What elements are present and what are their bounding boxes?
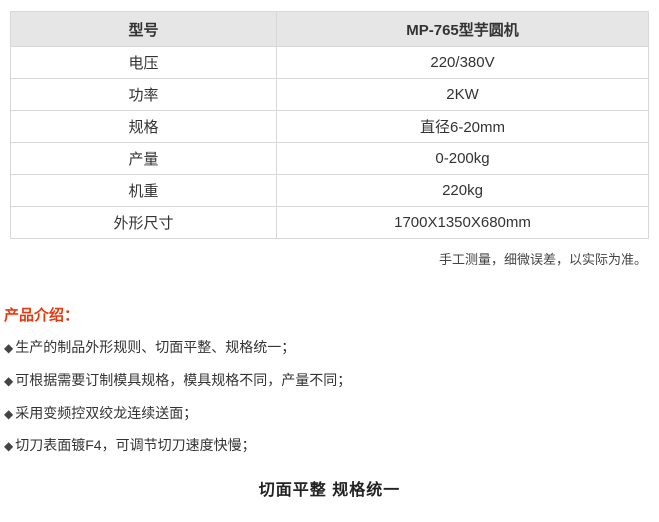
row-value: 0-200kg bbox=[276, 142, 649, 175]
row-value: 1700X1350X680mm bbox=[276, 206, 649, 239]
table-row: 规格 直径6-20mm bbox=[10, 110, 649, 143]
row-label: 产量 bbox=[10, 142, 277, 175]
row-label: 规格 bbox=[10, 110, 277, 143]
row-value: 2KW bbox=[276, 78, 649, 111]
table-row: 功率 2KW bbox=[10, 78, 649, 111]
row-label: 电压 bbox=[10, 46, 277, 79]
section-title-product-intro: 产品介绍： bbox=[4, 307, 80, 324]
row-label: 外形尺寸 bbox=[10, 206, 277, 239]
list-item-text: 生产的制品外形规则、切面平整、规格统一； bbox=[15, 339, 296, 355]
table-row: 电压 220/380V bbox=[10, 46, 649, 79]
table-row: 产量 0-200kg bbox=[10, 142, 649, 175]
list-item: ◆ 可根据需要订制模具规格，模具规格不同，产量不同； bbox=[4, 372, 659, 389]
table-body: 型号 MP-765型芋圆机 电压 220/380V 功率 2KW 规格 直径6-… bbox=[10, 11, 649, 239]
list-item-text: 可根据需要订制模具规格，模具规格不同，产量不同； bbox=[15, 371, 352, 388]
list-item: ◆ 生产的制品外形规则、切面平整、规格统一； bbox=[4, 339, 659, 356]
table-header-label: 型号 bbox=[10, 11, 277, 47]
row-label: 功率 bbox=[10, 78, 277, 111]
list-item-text: 切刀表面镀F4，可调节切刀速度快慢； bbox=[15, 437, 256, 454]
footer-headline: 切面平整 规格统一 bbox=[258, 482, 401, 500]
row-value: 220/380V bbox=[276, 46, 649, 79]
table-header-value: MP-765型芋圆机 bbox=[276, 11, 649, 47]
row-value: 直径6-20mm bbox=[276, 110, 649, 143]
diamond-bullet-icon: ◆ bbox=[4, 373, 14, 388]
product-intro-list: ◆ 生产的制品外形规则、切面平整、规格统一； ◆ 可根据需要订制模具规格，模具规格不… bbox=[4, 339, 659, 454]
row-value: 220kg bbox=[276, 174, 649, 207]
list-item: ◆ 切刀表面镀F4，可调节切刀速度快慢； bbox=[4, 437, 659, 454]
measurement-note: 手工测量，细微误差，以实际为准。 bbox=[438, 252, 647, 267]
diamond-bullet-icon: ◆ bbox=[4, 439, 14, 454]
specification-table: 型号 MP-765型芋圆机 电压 220/380V 功率 2KW 规格 直径6-… bbox=[10, 11, 649, 239]
row-label: 机重 bbox=[10, 174, 277, 207]
diamond-bullet-icon: ◆ bbox=[4, 341, 14, 355]
list-item: ◆ 采用变频控双绞龙连续送面； bbox=[4, 405, 659, 422]
diamond-bullet-icon: ◆ bbox=[4, 406, 14, 421]
list-item-text: 采用变频控双绞龙连续送面； bbox=[15, 404, 198, 421]
product-spec-page: 型号 MP-765型芋圆机 电压 220/380V 功率 2KW 规格 直径6-… bbox=[0, 11, 659, 522]
table-row: 外形尺寸 1700X1350X680mm bbox=[10, 206, 649, 239]
table-header-row: 型号 MP-765型芋圆机 bbox=[10, 11, 649, 47]
table-row: 机重 220kg bbox=[10, 174, 649, 207]
